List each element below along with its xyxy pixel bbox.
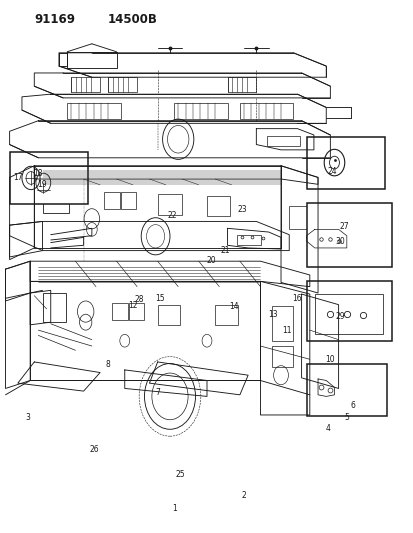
- Bar: [112, 303, 128, 319]
- Bar: [9, 152, 88, 204]
- Text: 5: 5: [344, 413, 349, 422]
- Bar: [43, 182, 69, 214]
- Bar: [71, 77, 100, 92]
- Bar: [306, 203, 391, 266]
- Text: 28: 28: [134, 295, 144, 304]
- Text: 30: 30: [335, 237, 345, 246]
- Text: 91169: 91169: [34, 13, 75, 27]
- Text: 14: 14: [228, 302, 238, 311]
- Text: 10: 10: [325, 355, 335, 364]
- Text: 25: 25: [175, 470, 185, 479]
- Bar: [227, 77, 256, 92]
- Text: 4: 4: [325, 424, 330, 433]
- Text: 15: 15: [154, 294, 164, 303]
- Text: 1: 1: [171, 504, 176, 513]
- Bar: [128, 303, 144, 319]
- Text: 27: 27: [339, 222, 349, 231]
- Bar: [306, 136, 384, 189]
- Bar: [306, 364, 386, 416]
- Bar: [289, 206, 307, 229]
- Text: 19: 19: [38, 180, 47, 189]
- Bar: [215, 305, 237, 325]
- Text: 2: 2: [241, 491, 246, 500]
- Bar: [271, 306, 292, 341]
- Text: 12: 12: [128, 301, 138, 310]
- Bar: [271, 346, 292, 367]
- Text: 20: 20: [206, 256, 216, 265]
- Bar: [306, 281, 391, 341]
- Text: 24: 24: [327, 166, 337, 175]
- Bar: [314, 294, 382, 334]
- Text: 29: 29: [335, 312, 344, 321]
- Text: 11: 11: [282, 326, 291, 335]
- Bar: [236, 235, 261, 245]
- Bar: [157, 195, 182, 215]
- Text: 23: 23: [237, 205, 246, 214]
- Text: 16: 16: [292, 294, 301, 303]
- Bar: [67, 103, 120, 119]
- Text: 13: 13: [267, 310, 277, 319]
- Bar: [239, 103, 293, 119]
- Bar: [104, 192, 119, 209]
- Bar: [108, 77, 137, 92]
- Bar: [157, 305, 180, 325]
- Text: 14500B: 14500B: [108, 13, 157, 27]
- Text: 18: 18: [33, 168, 43, 177]
- Text: 8: 8: [106, 360, 110, 369]
- Text: 7: 7: [155, 388, 160, 397]
- Bar: [266, 135, 299, 146]
- Text: 26: 26: [89, 445, 98, 454]
- Text: 17: 17: [13, 173, 23, 182]
- Bar: [43, 293, 66, 322]
- Text: 22: 22: [167, 211, 176, 220]
- Bar: [120, 192, 136, 209]
- Text: 21: 21: [220, 246, 230, 255]
- Bar: [174, 103, 227, 119]
- Text: 6: 6: [350, 401, 355, 410]
- Bar: [206, 196, 229, 216]
- Text: 3: 3: [26, 413, 31, 422]
